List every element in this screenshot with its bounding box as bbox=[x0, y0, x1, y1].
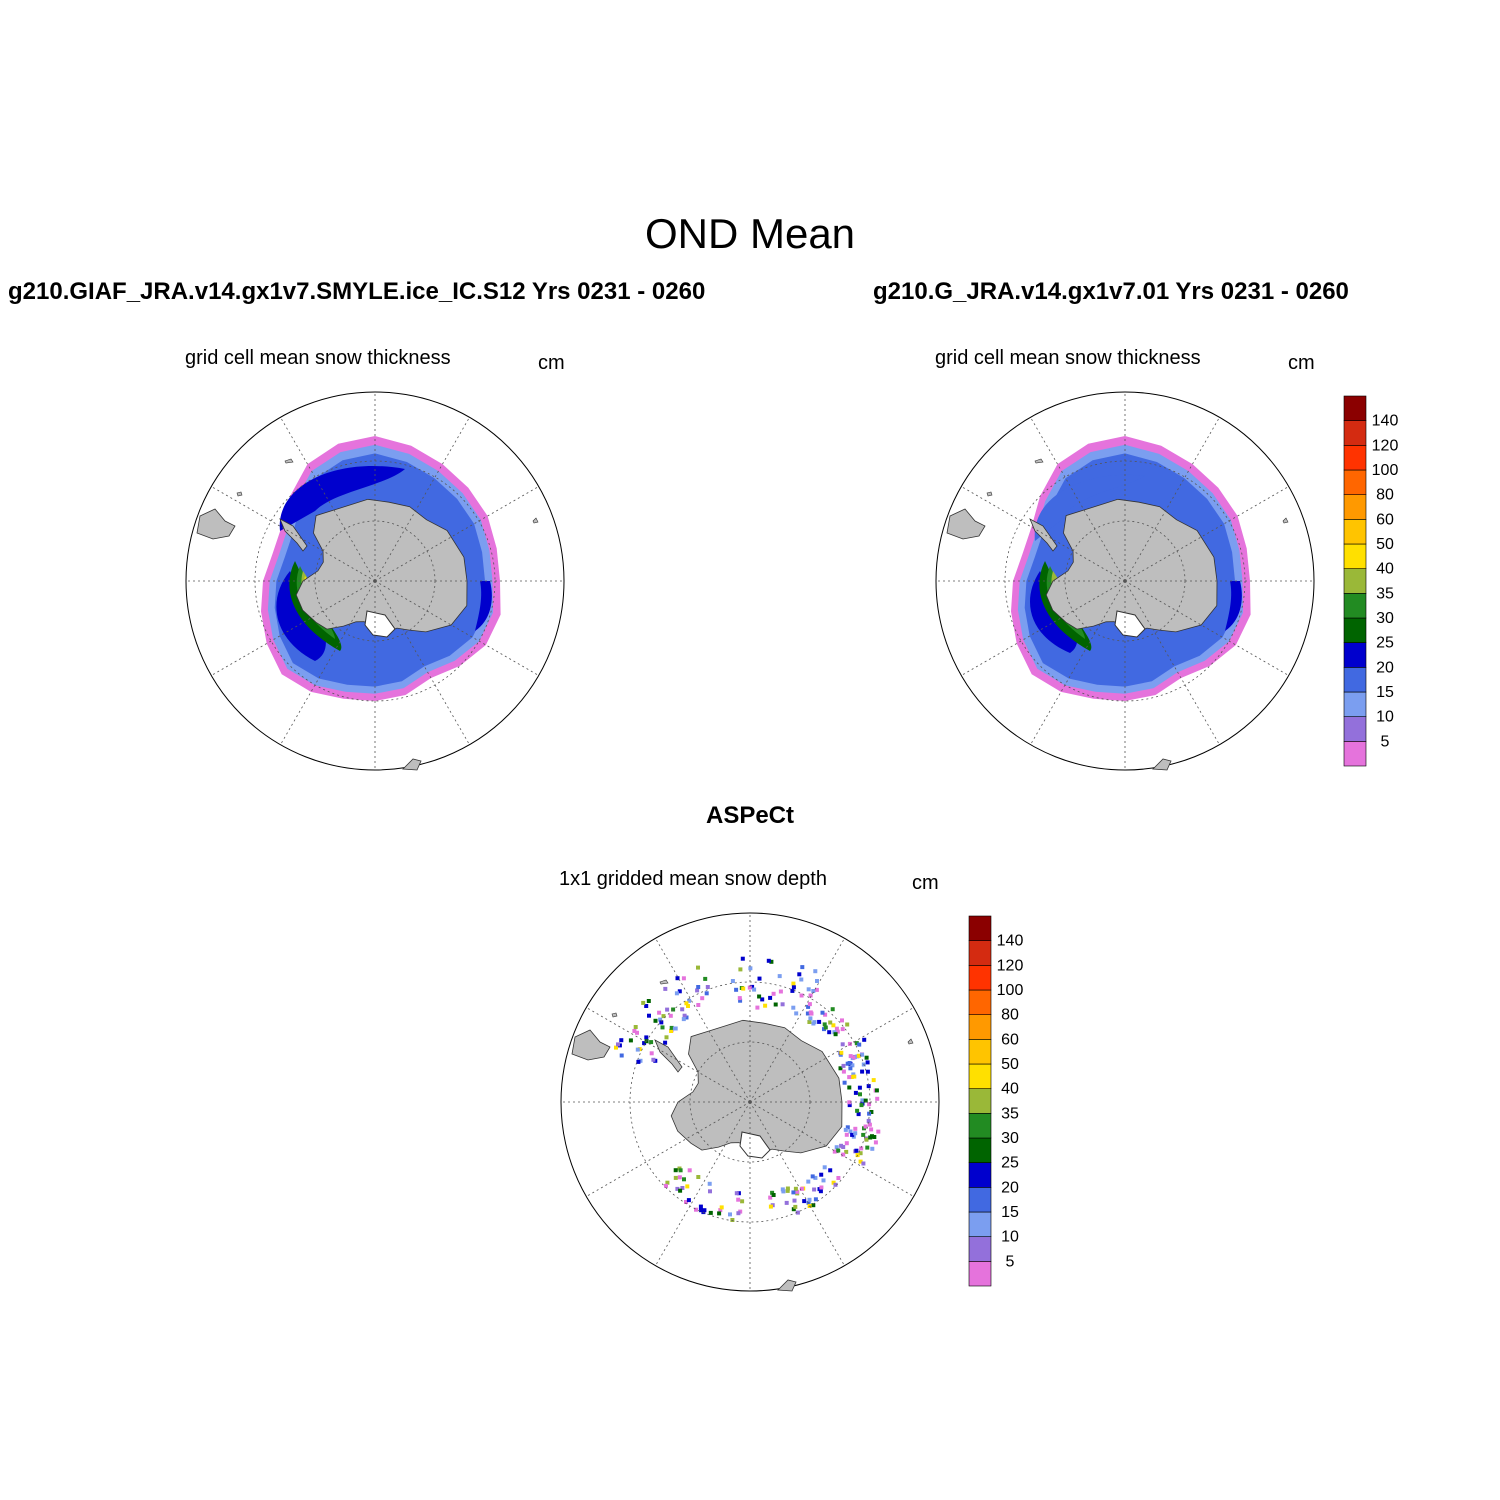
colorbar-box bbox=[968, 1261, 992, 1287]
colorbar-box bbox=[1343, 420, 1367, 446]
colorbar-tick-label: 80 bbox=[1001, 1007, 1019, 1024]
colorbar-tick-label: 120 bbox=[997, 957, 1024, 974]
figure-title: OND Mean bbox=[644, 210, 856, 257]
colorbar-box bbox=[968, 1113, 992, 1139]
colorbar-tick-label: 60 bbox=[1376, 511, 1394, 528]
colorbar-box bbox=[1343, 617, 1367, 643]
colorbar-tick-label: 25 bbox=[1001, 1155, 1019, 1172]
panel3-polar-map bbox=[560, 912, 940, 1292]
colorbar-box bbox=[968, 965, 992, 991]
colorbar-tick-label: 20 bbox=[1376, 659, 1394, 676]
colorbar-box bbox=[1343, 691, 1367, 717]
colorbar-box bbox=[968, 1137, 992, 1163]
colorbar-tick-label: 140 bbox=[1372, 413, 1399, 430]
colorbar-tick-label: 140 bbox=[997, 933, 1024, 950]
colorbar-tick-label: 40 bbox=[1376, 561, 1394, 578]
colorbar-tick-label: 15 bbox=[1001, 1204, 1019, 1221]
colorbar-box bbox=[1343, 593, 1367, 619]
panel1-polar-map bbox=[185, 391, 565, 771]
colorbar-box bbox=[1343, 395, 1367, 421]
colorbar-tick-label: 35 bbox=[1001, 1105, 1019, 1122]
colorbar-box bbox=[968, 1162, 992, 1188]
colorbar-tick-label: 40 bbox=[1001, 1081, 1019, 1098]
colorbar-tick-label: 10 bbox=[1001, 1229, 1019, 1246]
colorbar-tick-label: 30 bbox=[1001, 1130, 1019, 1147]
colorbar-box bbox=[1343, 568, 1367, 594]
panel3-subtitle: 1x1 gridded mean snow depth bbox=[559, 868, 827, 890]
colorbar-tick-label: 120 bbox=[1372, 437, 1399, 454]
colorbar-box bbox=[968, 1236, 992, 1262]
panel1-title: g210.GIAF_JRA.v14.gx1v7.SMYLE.ice_IC.S12… bbox=[8, 278, 706, 305]
colorbar-box bbox=[1343, 741, 1367, 767]
colorbar-tick-label: 35 bbox=[1376, 585, 1394, 602]
colorbar-box bbox=[1343, 445, 1367, 471]
colorbar-tick-label: 50 bbox=[1001, 1056, 1019, 1073]
colorbar-box bbox=[1343, 469, 1367, 495]
colorbar-tick-label: 10 bbox=[1376, 709, 1394, 726]
colorbar-box bbox=[968, 1014, 992, 1040]
colorbar-tick-label: 80 bbox=[1376, 487, 1394, 504]
panel3-colorbar: 5 10 15 20 25 30 35 40 50 60 80 100 120 140 bbox=[968, 915, 1024, 1287]
colorbar-box bbox=[1343, 543, 1367, 569]
panel3-title: ASPeCt bbox=[705, 802, 795, 829]
panel2-polar-map bbox=[935, 391, 1315, 771]
colorbar-box bbox=[1343, 494, 1367, 520]
colorbar-tick-label: 20 bbox=[1001, 1179, 1019, 1196]
colorbar-box bbox=[968, 1211, 992, 1237]
colorbar-tick-label: 15 bbox=[1376, 684, 1394, 701]
colorbar-box bbox=[1343, 642, 1367, 668]
panel2-colorbar: 5 10 15 20 25 30 35 40 50 60 80 100 120 140 bbox=[1343, 395, 1399, 767]
colorbar-tick-label: 100 bbox=[997, 982, 1024, 999]
colorbar-tick-label: 5 bbox=[1006, 1253, 1015, 1270]
colorbar-box bbox=[968, 1063, 992, 1089]
colorbar-tick-label: 25 bbox=[1376, 635, 1394, 652]
panel2-subtitle: grid cell mean snow thickness bbox=[935, 347, 1201, 369]
colorbar-box bbox=[968, 915, 992, 941]
colorbar-box bbox=[1343, 667, 1367, 693]
panel1-subtitle: grid cell mean snow thickness bbox=[185, 347, 451, 369]
colorbar-tick-label: 50 bbox=[1376, 536, 1394, 553]
colorbar-box bbox=[1343, 716, 1367, 742]
panel1-units: cm bbox=[538, 352, 565, 374]
colorbar-tick-label: 5 bbox=[1381, 733, 1390, 750]
colorbar-box bbox=[1343, 519, 1367, 545]
colorbar-tick-label: 60 bbox=[1001, 1031, 1019, 1048]
colorbar-box bbox=[968, 989, 992, 1015]
panel3-units: cm bbox=[912, 872, 939, 894]
colorbar-box bbox=[968, 1088, 992, 1114]
panel2-title: g210.G_JRA.v14.gx1v7.01 Yrs 0231 - 0260 bbox=[873, 278, 1349, 305]
colorbar-box bbox=[968, 1039, 992, 1065]
colorbar-box bbox=[968, 1187, 992, 1213]
colorbar-box bbox=[968, 940, 992, 966]
panel2-units: cm bbox=[1288, 352, 1315, 374]
colorbar-tick-label: 30 bbox=[1376, 610, 1394, 627]
colorbar-tick-label: 100 bbox=[1372, 462, 1399, 479]
